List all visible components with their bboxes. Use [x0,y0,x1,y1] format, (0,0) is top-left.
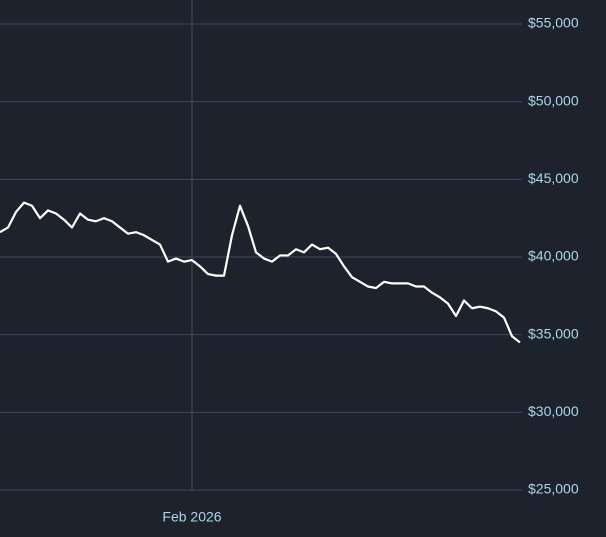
x-tick-label: Feb 2026 [162,509,221,525]
y-tick-label: $35,000 [528,325,579,341]
y-tick-label: $40,000 [528,248,579,264]
y-tick-label: $45,000 [528,170,579,186]
y-tick-label: $50,000 [528,92,579,108]
y-tick-label: $30,000 [528,403,579,419]
y-tick-label: $25,000 [528,481,579,497]
y-tick-label: $55,000 [528,15,579,31]
price-line [0,201,521,344]
